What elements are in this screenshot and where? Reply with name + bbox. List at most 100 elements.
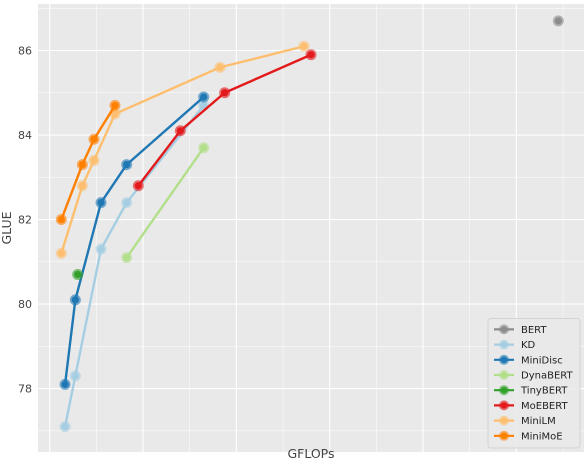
- series-kd: [59, 99, 210, 433]
- x-tick-label: 4: [233, 456, 240, 458]
- legend-label: MiniMoE: [521, 431, 563, 442]
- series-line-dynabert: [125, 147, 205, 259]
- ticks: 0 2 4 6 8 10 78 80 82 84 86: [18, 44, 523, 458]
- legend: BERT KD MiniDisc DynaBERT TinyBERT MoEBERT Min…: [487, 317, 581, 449]
- legend-label: TinyBERT: [520, 386, 568, 397]
- data-point-minidisc: [69, 294, 81, 306]
- legend-item-minimoe: MiniMoE: [494, 430, 563, 442]
- legend-item-tinybert: TinyBERT: [494, 385, 568, 397]
- data-point-minidisc: [59, 378, 71, 390]
- series-line-minimoe: [60, 104, 117, 220]
- legend-label: MoEBERT: [521, 401, 568, 412]
- data-point-dynabert: [121, 252, 133, 264]
- x-tick-label: 0: [46, 456, 53, 458]
- legend-swatch-core: [500, 356, 508, 363]
- data-point-minimoe: [76, 159, 88, 171]
- series-minidisc: [59, 91, 210, 390]
- marker-core: [111, 101, 119, 110]
- series-minilm: [55, 40, 310, 259]
- marker-core: [123, 253, 131, 262]
- y-axis-title: GLUE: [0, 211, 14, 244]
- marker-core: [78, 182, 86, 190]
- data-point-minimoe: [55, 214, 67, 226]
- data-point-minidisc: [95, 197, 107, 209]
- data-point-moebert: [305, 49, 317, 61]
- marker-core: [61, 423, 69, 431]
- marker-core: [71, 372, 79, 380]
- y-tick-label: 84: [18, 129, 32, 142]
- legend-swatch-core: [500, 432, 508, 439]
- legend-item-dynabert: DynaBERT: [494, 370, 573, 382]
- data-point-moebert: [132, 180, 144, 192]
- legend-swatch-core: [500, 326, 508, 333]
- data-point-minidisc: [198, 91, 210, 103]
- y-tick-label: 82: [18, 214, 32, 227]
- legend-item-kd: KD: [494, 339, 536, 351]
- marker-core: [123, 161, 131, 169]
- data-point-minilm: [298, 40, 310, 52]
- marker-core: [300, 42, 308, 50]
- marker-core: [216, 63, 224, 71]
- data-point-kd: [121, 197, 133, 209]
- x-tick-label: 2: [140, 456, 147, 458]
- y-tick-label: 78: [18, 383, 32, 396]
- data-point-minilm: [88, 154, 100, 166]
- marker-core: [78, 161, 86, 169]
- series-layer: [55, 15, 564, 433]
- data-point-minidisc: [121, 159, 133, 171]
- series-bert: [552, 15, 564, 27]
- legend-label: KD: [521, 340, 536, 351]
- marker-core: [200, 93, 208, 101]
- legend-label: DynaBERT: [521, 371, 573, 382]
- marker-core: [90, 156, 98, 164]
- marker-core: [57, 249, 65, 257]
- marker-core: [74, 270, 82, 279]
- marker-core: [200, 101, 208, 110]
- legend-label: BERT: [521, 325, 547, 336]
- data-point-minilm: [55, 247, 67, 259]
- legend-swatch-core: [500, 402, 508, 409]
- marker-core: [200, 144, 208, 152]
- series-tinybert: [72, 268, 84, 280]
- series-moebert: [132, 49, 317, 192]
- marker-core: [123, 199, 131, 207]
- x-tick-label: 6: [326, 456, 333, 458]
- marker-core: [111, 110, 119, 118]
- legend-swatch-core: [500, 387, 508, 394]
- data-point-bert: [552, 15, 564, 27]
- y-tick-label: 80: [18, 298, 32, 311]
- marker-core: [307, 51, 315, 59]
- series-dynabert: [121, 142, 210, 264]
- data-point-kd: [69, 370, 81, 382]
- x-tick-label: 10: [509, 456, 523, 458]
- data-point-minilm: [76, 180, 88, 192]
- data-point-minimoe: [88, 133, 100, 145]
- legend-item-bert: BERT: [494, 324, 547, 336]
- legend-label: MiniLM: [521, 416, 556, 427]
- data-point-minilm: [214, 61, 226, 73]
- data-point-dynabert: [198, 142, 210, 154]
- series-minimoe: [55, 99, 121, 226]
- marker-core: [97, 245, 105, 253]
- series-line-moebert: [137, 53, 312, 187]
- legend-item-minidisc: MiniDisc: [494, 354, 563, 366]
- legend-swatch-core: [500, 341, 508, 348]
- marker-core: [97, 199, 105, 207]
- marker-core: [176, 127, 184, 135]
- y-tick-label: 86: [18, 44, 32, 57]
- data-point-moebert: [219, 87, 231, 99]
- legend-item-moebert: MoEBERT: [494, 400, 568, 412]
- marker-core: [90, 135, 98, 143]
- data-point-tinybert: [72, 268, 84, 280]
- marker-core: [221, 89, 229, 97]
- data-point-kd: [95, 243, 107, 255]
- x-axis-title: GFLOPs: [287, 446, 334, 458]
- legend-swatch-core: [500, 417, 508, 424]
- x-tick-label: 8: [420, 456, 427, 458]
- marker-core: [134, 182, 142, 190]
- data-point-moebert: [174, 125, 186, 137]
- marker-core: [71, 296, 79, 304]
- marker-core: [61, 380, 69, 388]
- data-point-kd: [59, 421, 71, 433]
